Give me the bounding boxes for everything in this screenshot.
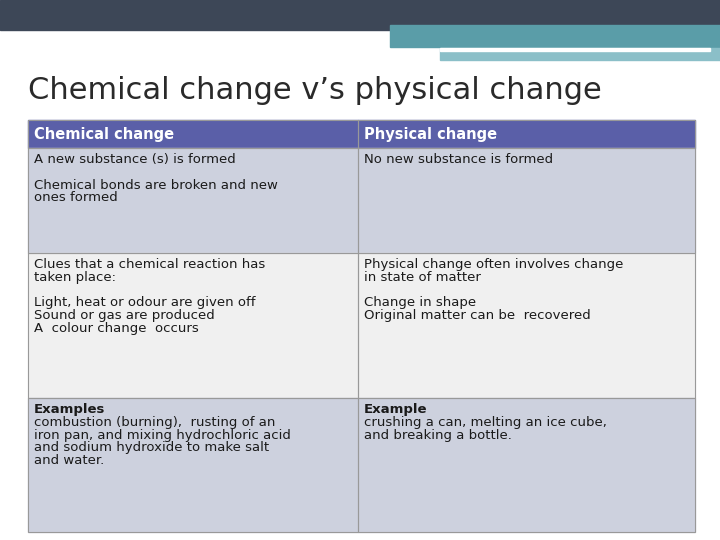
Bar: [28, 398, 358, 532]
Bar: [358, 148, 695, 253]
Bar: [28, 253, 358, 398]
Text: Chemical change: Chemical change: [34, 126, 174, 141]
Bar: [358, 120, 695, 148]
Text: No new substance is formed: No new substance is formed: [364, 153, 553, 166]
Text: and sodium hydroxide to make salt: and sodium hydroxide to make salt: [34, 442, 269, 455]
Bar: [28, 120, 358, 148]
Bar: [28, 120, 358, 148]
Text: and water.: and water.: [34, 454, 104, 467]
Text: Physical change: Physical change: [364, 126, 497, 141]
Text: A  colour change  occurs: A colour change occurs: [34, 322, 199, 335]
Text: Sound or gas are produced: Sound or gas are produced: [34, 309, 215, 322]
Text: crushing a can, melting an ice cube,: crushing a can, melting an ice cube,: [364, 416, 607, 429]
Text: in state of matter: in state of matter: [364, 271, 481, 284]
Bar: [0, 0, 720, 30]
Text: Physical change often involves change: Physical change often involves change: [364, 258, 624, 271]
Bar: [28, 253, 358, 398]
Text: Examples: Examples: [34, 403, 105, 416]
Text: A new substance (s) is formed: A new substance (s) is formed: [34, 153, 235, 166]
Text: combustion (burning),  rusting of an: combustion (burning), rusting of an: [34, 416, 275, 429]
Bar: [28, 148, 358, 253]
Text: and breaking a bottle.: and breaking a bottle.: [364, 429, 512, 442]
Bar: [440, 48, 710, 51]
Bar: [358, 398, 695, 532]
Text: Original matter can be  recovered: Original matter can be recovered: [364, 309, 590, 322]
Bar: [390, 25, 720, 47]
Text: Change in shape: Change in shape: [364, 296, 476, 309]
Text: Chemical change v’s physical change: Chemical change v’s physical change: [28, 76, 602, 105]
Bar: [28, 398, 358, 532]
Bar: [358, 148, 695, 253]
Text: Chemical bonds are broken and new: Chemical bonds are broken and new: [34, 179, 278, 192]
Text: taken place:: taken place:: [34, 271, 116, 284]
Bar: [358, 253, 695, 398]
Bar: [28, 148, 358, 253]
Bar: [440, 48, 720, 60]
Text: Example: Example: [364, 403, 428, 416]
Text: Light, heat or odour are given off: Light, heat or odour are given off: [34, 296, 256, 309]
Bar: [358, 253, 695, 398]
Bar: [358, 398, 695, 532]
Bar: [358, 120, 695, 148]
Text: Clues that a chemical reaction has: Clues that a chemical reaction has: [34, 258, 265, 271]
Text: iron pan, and mixing hydrochloric acid: iron pan, and mixing hydrochloric acid: [34, 429, 291, 442]
Text: ones formed: ones formed: [34, 192, 118, 205]
